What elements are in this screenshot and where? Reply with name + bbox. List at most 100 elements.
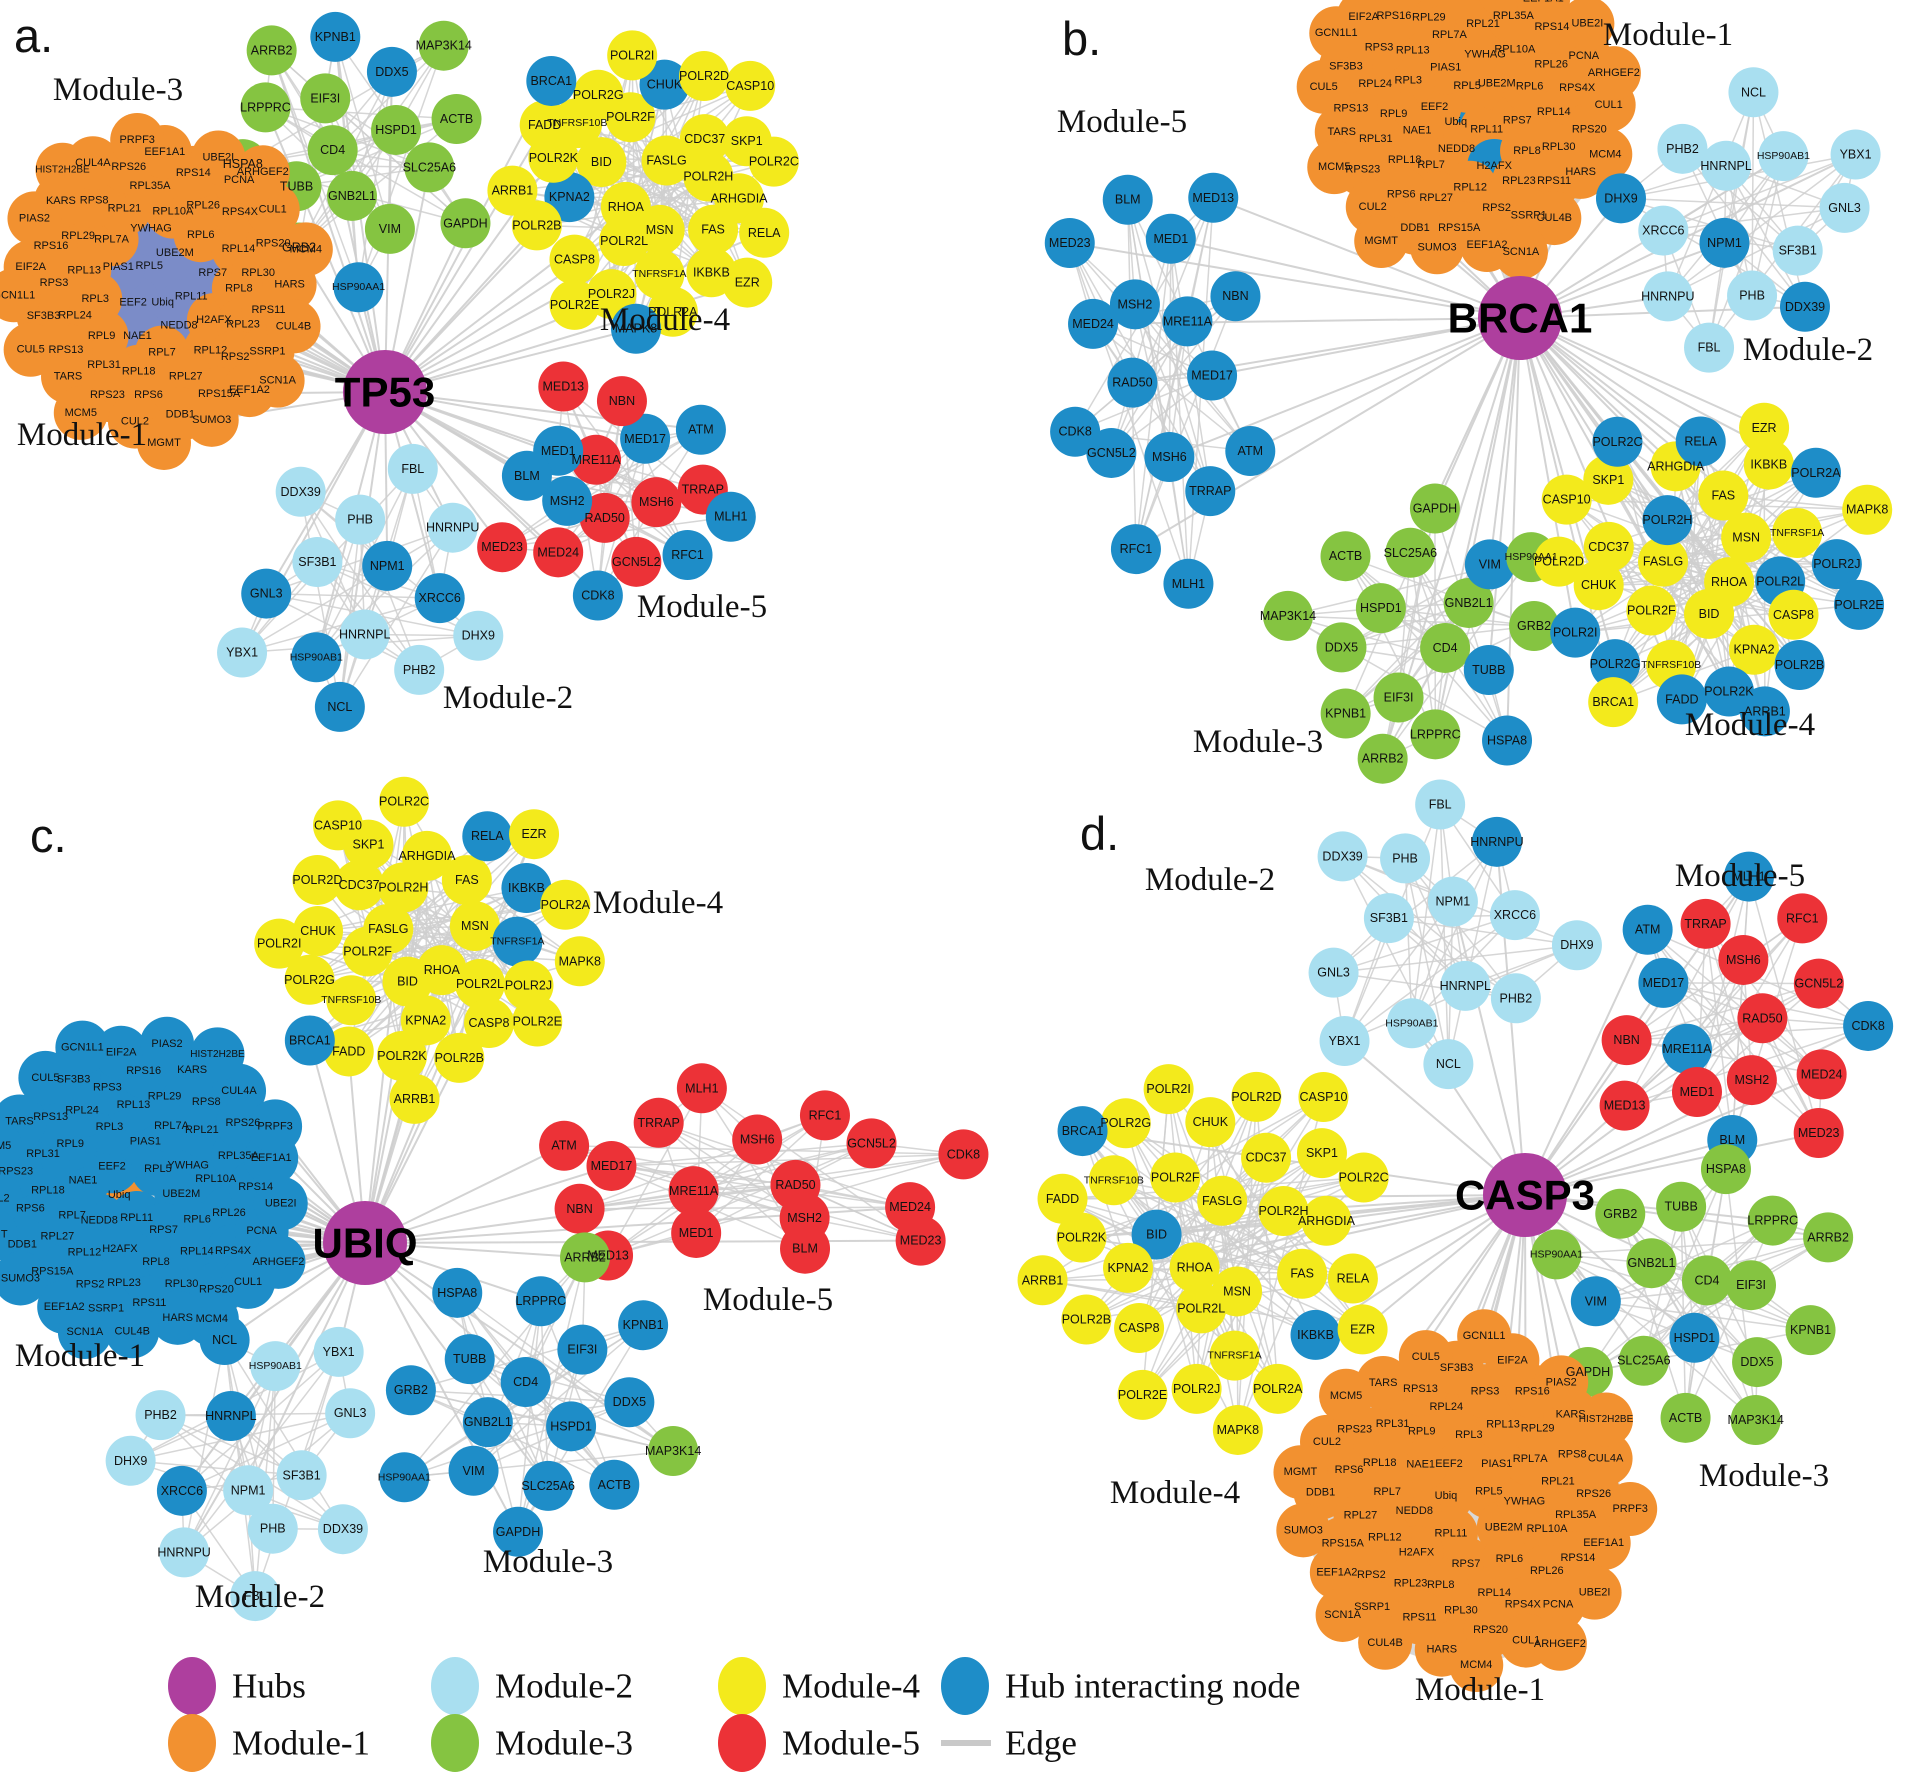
gene-label: UBE2I: [1579, 1587, 1611, 1599]
gene-node: [571, 434, 622, 485]
gene-label: RPL3: [81, 293, 109, 305]
gene-node: [1560, 0, 1615, 51]
gene-node: [641, 135, 692, 186]
gene-label: CD4: [1433, 641, 1458, 655]
gene-label: TRRAP: [1684, 917, 1726, 931]
gene-label: GRB2: [1603, 1207, 1637, 1221]
gene-node: [1595, 1188, 1646, 1239]
gene-node: [1463, 644, 1514, 695]
gene-node: [379, 776, 430, 827]
gene-label: MED17: [591, 1159, 633, 1173]
gene-label: RPL31: [26, 1148, 60, 1160]
gene-label: POLR2A: [541, 898, 591, 912]
gene-label: RPS3: [1365, 42, 1394, 54]
gene-label: FADD: [1046, 1192, 1079, 1206]
gene-node: [334, 860, 385, 911]
gene-node: [1758, 131, 1809, 182]
gene-node: [1656, 1181, 1707, 1232]
gene-label: SSRP1: [88, 1303, 124, 1315]
gene-label: ARHGDIA: [398, 849, 456, 863]
gene-node: [846, 1118, 897, 1169]
gene-node: [462, 1397, 513, 1448]
edge: [1566, 498, 1860, 606]
gene-node: [493, 1506, 544, 1557]
gene-label: TRRAP: [682, 483, 724, 497]
gene-node: [554, 936, 605, 987]
gene-label: POLR2K: [529, 151, 579, 165]
gene-node: [307, 125, 358, 176]
edge: [1135, 295, 1237, 550]
gene-label: SF3B1: [1779, 244, 1817, 258]
gene-label: KPNB1: [623, 1318, 664, 1332]
gene-node: [55, 1020, 110, 1075]
gene-label: PHB: [347, 513, 373, 527]
gene-label: CDC37: [339, 878, 380, 892]
gene-node: [671, 1207, 722, 1258]
gene-node: [1100, 1098, 1151, 1149]
gene-node: [1834, 579, 1885, 630]
gene-node: [1307, 140, 1362, 195]
gene-label: CUL1: [1512, 1635, 1540, 1647]
gene-label: EIF3I: [1384, 691, 1414, 705]
gene-node: [722, 257, 773, 308]
gene-label: MRE11A: [571, 453, 621, 467]
gene-label: RPS14: [1534, 21, 1569, 33]
gene-node: [1197, 1175, 1248, 1226]
gene-label: CUL1: [259, 204, 287, 216]
gene-node: [292, 854, 343, 905]
edge: [317, 561, 479, 637]
gene-label: CUL2: [1359, 201, 1387, 213]
gene-node: [190, 1027, 245, 1082]
gene-label: RAD50: [775, 1178, 815, 1192]
edge: [160, 1414, 302, 1476]
gene-label: RPS8: [192, 1096, 221, 1108]
gene-node: [576, 137, 627, 188]
gene-node: [1185, 1097, 1236, 1148]
gene-label: MED23: [900, 1234, 942, 1248]
gene-node: [404, 142, 455, 193]
gene-label: TUBB: [280, 179, 313, 193]
gene-label: POLR2J: [1173, 1382, 1220, 1396]
gene-node: [1509, 600, 1560, 651]
gene-node: [1409, 483, 1460, 534]
gene-label: POLR2E: [1834, 598, 1883, 612]
gene-node: [938, 1129, 989, 1180]
gene-node: [633, 1097, 684, 1148]
gene-label: GNL3: [334, 1406, 367, 1420]
gene-label: RPL23: [1502, 175, 1536, 187]
gene-label: POLR2C: [749, 155, 799, 169]
gene-node: [1527, 191, 1582, 246]
gene-node: [1449, 1638, 1504, 1693]
gene-node: [725, 60, 776, 111]
gene-label: RPL21: [1541, 1475, 1575, 1487]
gene-node: [586, 1140, 637, 1191]
gene-label: BID: [1146, 1228, 1167, 1242]
gene-node: [1231, 1071, 1282, 1122]
gene-node: [1680, 898, 1731, 949]
gene-label: POLR2L: [1177, 1301, 1225, 1315]
gene-label: XRCC6: [419, 591, 461, 605]
gene-node: [1551, 920, 1602, 971]
gene-label: VIM: [379, 222, 401, 236]
gene-node: [1088, 1155, 1139, 1206]
gene-label: XRCC6: [1642, 224, 1684, 238]
gene-label: RPS13: [49, 344, 84, 356]
edge: [1388, 917, 1517, 999]
gene-label: RPL10A: [1526, 1523, 1568, 1535]
gene-node: [276, 1450, 327, 1501]
edge: [1388, 917, 1578, 946]
gene-label: PIAS2: [1546, 1376, 1577, 1388]
gene-label: PIAS1: [1430, 61, 1461, 73]
gene-label: MSH2: [1118, 297, 1153, 311]
gene-node: [230, 1571, 281, 1622]
gene-node: [1435, 0, 1488, 21]
gene-node: [250, 1341, 301, 1392]
gene-node: [1169, 1242, 1220, 1293]
gene-label: ARRB2: [564, 1250, 606, 1264]
gene-label: RPL14: [180, 1245, 214, 1257]
gene-label: NAE1: [123, 330, 152, 342]
gene-node: [1671, 1067, 1722, 1118]
gene-label: GCN1L1: [1315, 27, 1358, 39]
gene-label: MSH6: [1152, 450, 1187, 464]
gene-node: [1298, 1071, 1349, 1122]
